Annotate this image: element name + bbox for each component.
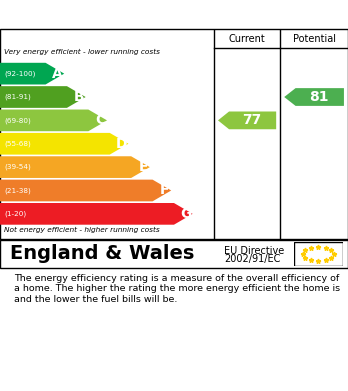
Polygon shape <box>0 156 150 178</box>
Text: Current: Current <box>229 34 266 43</box>
Text: (55-68): (55-68) <box>4 140 31 147</box>
Text: Energy Efficiency Rating: Energy Efficiency Rating <box>69 7 279 22</box>
Text: G: G <box>180 207 192 221</box>
Text: England & Wales: England & Wales <box>10 244 195 264</box>
Polygon shape <box>0 63 64 84</box>
Text: E: E <box>139 160 148 174</box>
Text: (21-38): (21-38) <box>4 187 31 194</box>
Polygon shape <box>218 111 276 129</box>
Text: EU Directive: EU Directive <box>224 246 285 256</box>
Text: (39-54): (39-54) <box>4 164 31 170</box>
Text: Not energy efficient - higher running costs: Not energy efficient - higher running co… <box>4 227 160 233</box>
Text: A: A <box>52 66 63 81</box>
Text: (81-91): (81-91) <box>4 94 31 100</box>
Polygon shape <box>0 179 171 201</box>
Text: F: F <box>160 183 169 197</box>
Text: The energy efficiency rating is a measure of the overall efficiency of a home. T: The energy efficiency rating is a measur… <box>14 274 340 303</box>
Text: Very energy efficient - lower running costs: Very energy efficient - lower running co… <box>4 49 160 55</box>
Text: D: D <box>116 137 128 151</box>
Text: 2002/91/EC: 2002/91/EC <box>224 254 281 264</box>
Text: (1-20): (1-20) <box>4 211 26 217</box>
Text: C: C <box>95 113 105 127</box>
Polygon shape <box>0 109 107 131</box>
Text: 77: 77 <box>242 113 261 127</box>
Text: (69-80): (69-80) <box>4 117 31 124</box>
Text: (92-100): (92-100) <box>4 70 35 77</box>
Polygon shape <box>284 88 344 106</box>
Polygon shape <box>0 203 193 225</box>
Text: B: B <box>74 90 84 104</box>
Text: 81: 81 <box>309 90 328 104</box>
Polygon shape <box>0 86 86 108</box>
Text: Potential: Potential <box>293 34 335 43</box>
Polygon shape <box>0 133 128 154</box>
